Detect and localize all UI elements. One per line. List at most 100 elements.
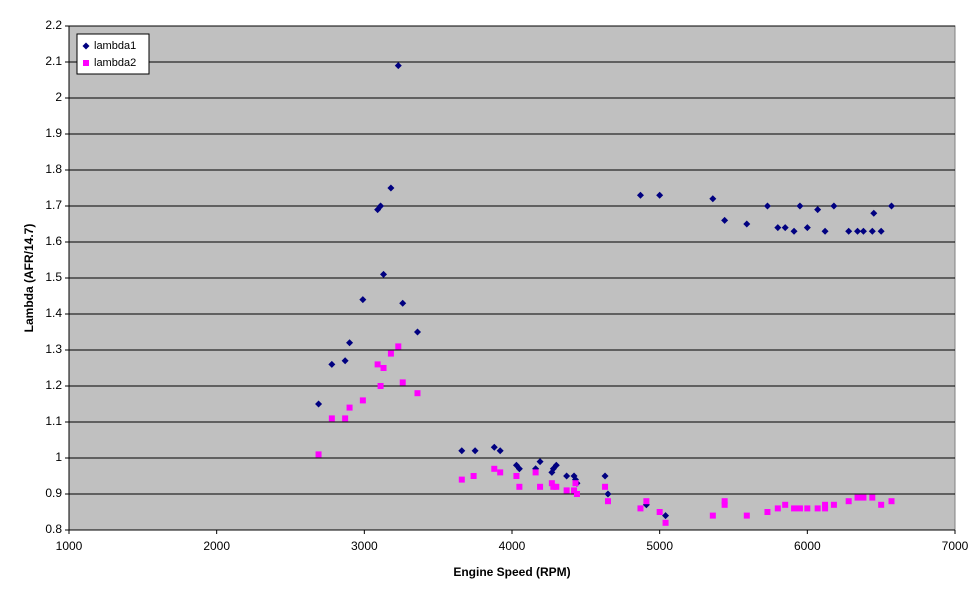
point bbox=[763, 202, 771, 210]
point bbox=[721, 216, 729, 224]
point bbox=[359, 296, 367, 304]
x-tick-label: 2000 bbox=[203, 539, 230, 553]
point bbox=[845, 227, 853, 235]
point bbox=[869, 494, 876, 501]
point bbox=[709, 512, 716, 519]
point bbox=[604, 490, 612, 498]
point bbox=[315, 451, 322, 458]
point bbox=[709, 195, 717, 203]
y-axis-title: Lambda (AFR/14.7) bbox=[22, 224, 36, 333]
point bbox=[781, 224, 789, 232]
point bbox=[870, 209, 878, 217]
point bbox=[515, 465, 523, 473]
point bbox=[636, 191, 644, 199]
point bbox=[656, 191, 664, 199]
y-tick-label: 1.7 bbox=[45, 198, 62, 212]
point bbox=[721, 501, 728, 508]
point bbox=[341, 357, 349, 365]
point bbox=[490, 443, 498, 451]
point bbox=[572, 480, 579, 487]
point bbox=[553, 483, 560, 490]
point bbox=[764, 509, 771, 515]
y-tick-label: 1.5 bbox=[45, 270, 62, 284]
point bbox=[774, 505, 781, 512]
point bbox=[563, 487, 570, 494]
point bbox=[822, 505, 829, 512]
x-tick-label: 5000 bbox=[646, 539, 673, 553]
point bbox=[796, 505, 803, 512]
y-tick-label: 1.9 bbox=[45, 126, 62, 140]
point bbox=[537, 483, 544, 490]
point bbox=[721, 498, 728, 505]
point bbox=[552, 461, 560, 469]
point bbox=[643, 498, 650, 505]
y-tick-label: 1 bbox=[55, 450, 62, 464]
x-axis-title: Engine Speed (RPM) bbox=[453, 565, 570, 579]
point bbox=[845, 498, 852, 505]
y-tick-label: 1.4 bbox=[45, 306, 62, 320]
point bbox=[662, 512, 670, 520]
y-tick-label: 1.2 bbox=[45, 378, 62, 392]
point bbox=[470, 473, 477, 479]
point bbox=[536, 458, 544, 466]
point bbox=[830, 202, 838, 210]
legend-label: lambda1 bbox=[94, 40, 136, 52]
point bbox=[878, 501, 885, 508]
y-tick-label: 1.3 bbox=[45, 342, 62, 356]
point bbox=[821, 227, 829, 235]
y-tick-label: 2.1 bbox=[45, 54, 62, 68]
point bbox=[532, 469, 539, 476]
point bbox=[346, 404, 353, 411]
point bbox=[791, 505, 798, 512]
point bbox=[877, 227, 885, 235]
y-tick-label: 0.8 bbox=[45, 522, 62, 536]
point bbox=[342, 415, 349, 422]
legend-marker bbox=[83, 60, 89, 66]
point bbox=[359, 397, 366, 404]
point bbox=[602, 483, 609, 490]
point bbox=[803, 224, 811, 232]
point bbox=[414, 390, 421, 397]
point bbox=[513, 473, 520, 479]
point bbox=[491, 465, 498, 472]
point bbox=[374, 361, 381, 368]
point bbox=[380, 365, 387, 371]
point bbox=[814, 206, 822, 214]
point bbox=[854, 227, 862, 235]
point bbox=[804, 505, 811, 512]
point bbox=[328, 415, 335, 422]
point bbox=[458, 447, 466, 455]
point bbox=[516, 483, 523, 490]
point bbox=[859, 227, 867, 235]
x-tick-label: 3000 bbox=[351, 539, 378, 553]
point bbox=[377, 202, 385, 210]
point bbox=[604, 498, 611, 505]
point bbox=[377, 383, 384, 389]
y-tick-label: 2 bbox=[55, 90, 62, 104]
point bbox=[868, 227, 876, 235]
point bbox=[496, 447, 504, 455]
point bbox=[346, 339, 354, 347]
point bbox=[573, 491, 580, 497]
point bbox=[637, 505, 644, 512]
legend-label: lambda2 bbox=[94, 57, 136, 69]
point bbox=[774, 224, 782, 232]
point bbox=[854, 494, 861, 501]
y-tick-label: 2.2 bbox=[45, 18, 62, 32]
point bbox=[548, 480, 555, 487]
x-tick-label: 6000 bbox=[794, 539, 821, 553]
point bbox=[387, 184, 395, 192]
point bbox=[571, 487, 578, 494]
point bbox=[814, 505, 821, 512]
y-tick-label: 0.9 bbox=[45, 486, 62, 500]
point bbox=[782, 501, 789, 508]
point bbox=[399, 299, 407, 307]
point bbox=[394, 62, 402, 70]
point bbox=[601, 472, 609, 480]
point bbox=[395, 343, 402, 350]
point bbox=[413, 328, 421, 336]
point bbox=[796, 202, 804, 210]
point bbox=[860, 494, 867, 501]
point bbox=[822, 501, 829, 508]
